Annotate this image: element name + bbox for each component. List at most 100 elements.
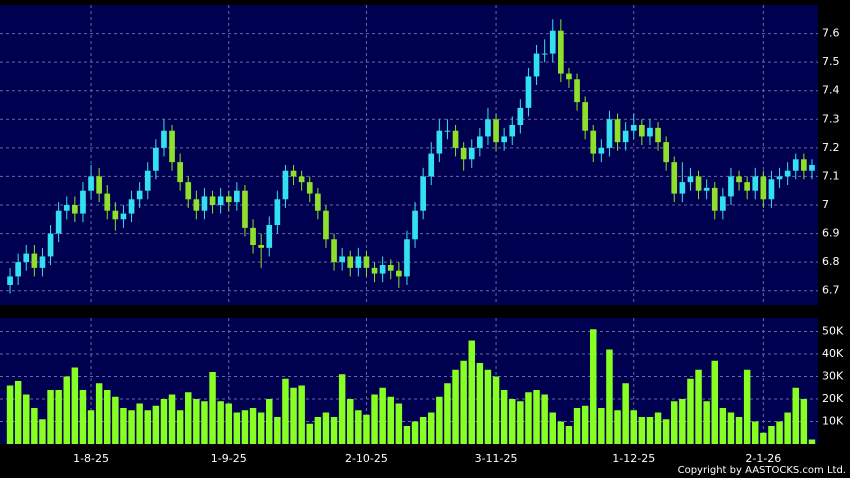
candle-body	[566, 73, 572, 80]
y-tick-label: 50K	[822, 325, 844, 338]
volume-bar	[719, 408, 727, 444]
candle-body	[379, 265, 386, 274]
candle-body	[217, 196, 224, 205]
candle-body	[306, 182, 313, 194]
volume-bar	[322, 412, 330, 444]
volume-bar	[379, 387, 386, 444]
volume-bar	[395, 403, 403, 444]
candle-body	[331, 239, 337, 263]
candle-body	[687, 176, 694, 183]
volume-bar	[808, 439, 816, 444]
volume-bar	[176, 410, 184, 444]
volume-bar	[168, 394, 176, 444]
candle-body	[428, 153, 435, 177]
x-tick-label: 1-12-25	[612, 452, 655, 465]
candle-body	[776, 176, 783, 180]
volume-bar	[800, 399, 808, 444]
volume-bar	[476, 363, 484, 444]
volume-bar	[468, 340, 475, 444]
candle-body	[363, 256, 370, 268]
candle-body	[88, 176, 94, 191]
volume-bar	[363, 414, 370, 444]
candle-body	[549, 30, 556, 54]
volume-bar	[31, 408, 38, 444]
volume-bar	[784, 412, 791, 444]
candle-body	[266, 225, 273, 248]
volume-bar	[679, 399, 686, 444]
x-tick-label: 2-10-25	[345, 452, 388, 465]
y-tick-label: 7.5	[822, 55, 840, 68]
candle-body	[630, 125, 637, 131]
candle-body	[104, 193, 111, 211]
candle-body	[339, 256, 345, 263]
candle-body	[784, 170, 791, 177]
volume-bar	[347, 399, 354, 444]
candle-body	[201, 196, 208, 211]
volume-bar	[614, 410, 621, 444]
volume-bar	[160, 399, 168, 444]
volume-bar	[185, 392, 192, 444]
candle-body	[55, 210, 62, 234]
volume-bar	[695, 369, 702, 444]
candle-body	[23, 253, 30, 263]
candle-body	[242, 190, 248, 228]
candle-body	[801, 159, 807, 171]
candle-body	[598, 147, 605, 154]
candle-body	[647, 127, 653, 137]
volume-bar	[662, 419, 670, 444]
volume-bar	[330, 417, 338, 444]
volume-bar	[500, 390, 508, 444]
volume-bar	[23, 394, 30, 444]
candle-body	[47, 233, 54, 257]
volume-bar	[557, 421, 565, 444]
volume-bar	[298, 385, 305, 444]
candle-body	[153, 147, 159, 171]
volume-bar	[225, 403, 232, 444]
y-tick-label: 40K	[822, 347, 844, 360]
candle-body	[720, 196, 726, 211]
volume-bar	[460, 360, 467, 444]
volume-bar	[622, 383, 629, 444]
volume-bar	[63, 376, 70, 444]
y-tick-label: 6.7	[822, 284, 840, 297]
candle-body	[120, 213, 127, 220]
candle-body	[663, 142, 669, 163]
candle-body	[355, 256, 362, 268]
volume-bar	[282, 378, 289, 444]
candle-body	[193, 199, 200, 211]
volume-bar	[314, 417, 322, 444]
volume-bar	[525, 392, 532, 444]
y-tick-label: 7.1	[822, 169, 840, 182]
candle-body	[509, 125, 516, 137]
candle-body	[404, 239, 410, 277]
y-tick-label: 20K	[822, 392, 844, 405]
volume-bar	[654, 412, 662, 444]
candle-body	[371, 267, 378, 274]
candle-body	[752, 176, 759, 191]
y-tick-label: 7.6	[822, 27, 840, 40]
volume-bar	[768, 426, 775, 444]
volume-bar	[112, 396, 119, 444]
volume-bar	[306, 423, 313, 444]
volume-bar	[120, 408, 127, 444]
volume-bar	[136, 403, 143, 444]
x-tick-label: 3-11-25	[475, 452, 518, 465]
volume-bar	[209, 372, 216, 444]
volume-bar	[760, 432, 767, 444]
candle-body	[622, 130, 629, 143]
candle-body	[274, 199, 281, 225]
candle-body	[209, 196, 216, 205]
volume-bar	[436, 396, 443, 444]
candle-body	[315, 193, 321, 211]
volume-bar	[387, 396, 394, 444]
volume-bar	[606, 349, 613, 444]
volume-bar	[792, 387, 799, 444]
candle-body	[250, 227, 256, 245]
volume-bar	[257, 412, 265, 444]
candle-body	[452, 130, 459, 148]
volume-bar	[39, 419, 46, 444]
volume-bar	[193, 399, 200, 444]
volume-bar	[371, 394, 378, 444]
volume-bar	[87, 410, 95, 444]
